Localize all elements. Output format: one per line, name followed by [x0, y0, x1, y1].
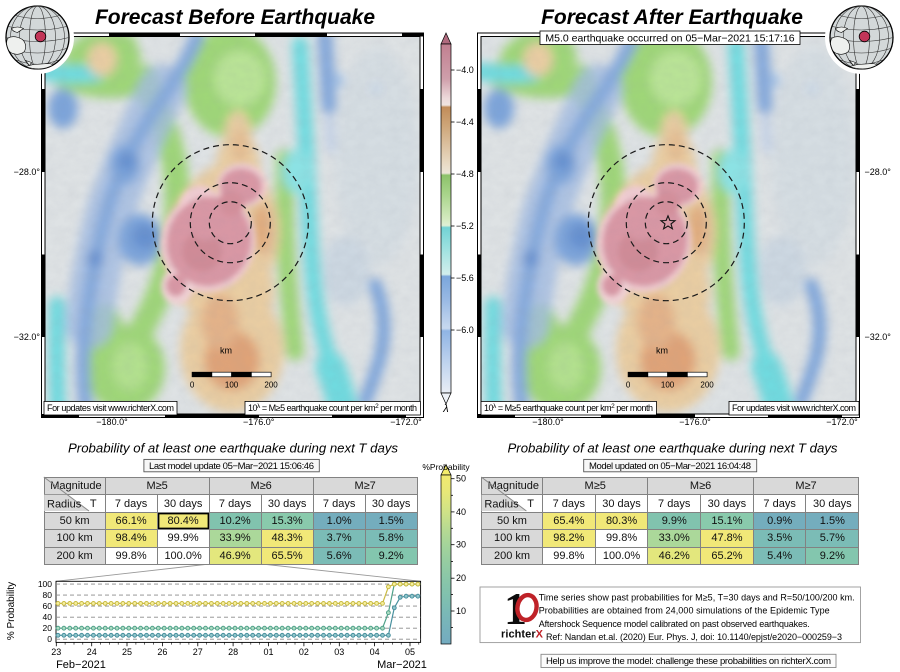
- svg-text:Feb−2021: Feb−2021: [56, 659, 106, 671]
- svg-text:04: 04: [370, 647, 380, 657]
- svg-text:richterX: richterX: [501, 629, 544, 641]
- svg-text:−180.0°: −180.0°: [532, 417, 564, 427]
- svg-text:−4.8: −4.8: [456, 169, 474, 179]
- svg-text:100: 100: [38, 579, 52, 589]
- svg-text:%Probability: %Probability: [422, 462, 470, 472]
- svg-text:−32.0°: −32.0°: [14, 332, 41, 342]
- svg-text:02: 02: [299, 647, 309, 657]
- svg-text:−5.6: −5.6: [456, 273, 474, 283]
- svg-text:Forecast Before Earthquake: Forecast Before Earthquake: [95, 6, 375, 29]
- svg-text:−28.0°: −28.0°: [865, 167, 892, 177]
- svg-text:30: 30: [456, 540, 466, 550]
- svg-text:Mar−2021: Mar−2021: [377, 659, 427, 671]
- svg-text:−176.0°: −176.0°: [679, 417, 711, 427]
- svg-text:01: 01: [263, 647, 273, 657]
- svg-text:20: 20: [456, 573, 466, 583]
- svg-text:10λ = M≥5 earthquake count per: 10λ = M≥5 earthquake count per km2 per m…: [248, 403, 417, 413]
- svg-text:80: 80: [43, 590, 53, 600]
- svg-text:24: 24: [87, 647, 97, 657]
- svg-text:10λ = M≥5 earthquake count per: 10λ = M≥5 earthquake count per km2 per m…: [484, 403, 653, 413]
- svg-text:−176.0°: −176.0°: [243, 417, 275, 427]
- svg-text:−180.0°: −180.0°: [96, 417, 128, 427]
- svg-text:23: 23: [51, 647, 61, 657]
- svg-text:60: 60: [43, 601, 53, 611]
- svg-text:Aftershock Sequence model cali: Aftershock Sequence model calibrated on …: [539, 619, 810, 629]
- svg-text:27: 27: [193, 647, 203, 657]
- svg-text:−4.0: −4.0: [456, 65, 474, 75]
- svg-text:0: 0: [47, 634, 52, 644]
- svg-text:10: 10: [456, 606, 466, 616]
- svg-text:−172.0°: −172.0°: [826, 417, 858, 427]
- svg-text:For updates visit www.richterX: For updates visit www.richterX.com: [47, 403, 174, 413]
- svg-text:Last model update 05−Mar−2021: Last model update 05−Mar−2021 15:06:46: [149, 461, 314, 472]
- svg-text:28: 28: [228, 647, 238, 657]
- svg-text:Help us improve the model: cha: Help us improve the model: challenge the…: [546, 656, 831, 667]
- svg-text:Model updated on 05−Mar−2021 1: Model updated on 05−Mar−2021 16:04:48: [589, 461, 751, 472]
- svg-text:40: 40: [43, 612, 53, 622]
- svg-text:03: 03: [334, 647, 344, 657]
- svg-text:−32.0°: −32.0°: [865, 332, 892, 342]
- svg-text:Probability of at least one ea: Probability of at least one earthquake d…: [508, 441, 838, 456]
- svg-text:05: 05: [405, 647, 415, 657]
- svg-text:26: 26: [157, 647, 167, 657]
- svg-text:−28.0°: −28.0°: [14, 167, 41, 177]
- svg-text:M5.0 earthquake occurred on 05: M5.0 earthquake occurred on 05−Mar−2021 …: [545, 33, 794, 45]
- svg-text:−172.0°: −172.0°: [390, 417, 422, 427]
- svg-text:For updates visit www.richterX: For updates visit www.richterX.com: [732, 403, 856, 413]
- svg-text:Time series show past probabil: Time series show past probabilities for …: [539, 593, 855, 603]
- svg-text:40: 40: [456, 507, 466, 517]
- svg-text:−5.2: −5.2: [456, 221, 474, 231]
- svg-text:λ: λ: [442, 403, 448, 415]
- svg-text:20: 20: [43, 623, 53, 633]
- svg-text:Probabilities are obtained fro: Probabilities are obtained from 24,000 s…: [539, 606, 830, 616]
- svg-text:Probability of at least one ea: Probability of at least one earthquake d…: [68, 441, 398, 456]
- svg-text:−6.0: −6.0: [456, 325, 474, 335]
- svg-text:50: 50: [456, 474, 466, 484]
- svg-text:Ref: Nandan et.al. (2020) Eur.: Ref: Nandan et.al. (2020) Eur. Phys. J, …: [546, 632, 842, 642]
- svg-text:Forecast After Earthquake: Forecast After Earthquake: [541, 6, 803, 29]
- svg-text:% Probability: % Probability: [6, 582, 17, 640]
- svg-text:25: 25: [122, 647, 132, 657]
- svg-text:−4.4: −4.4: [456, 117, 474, 127]
